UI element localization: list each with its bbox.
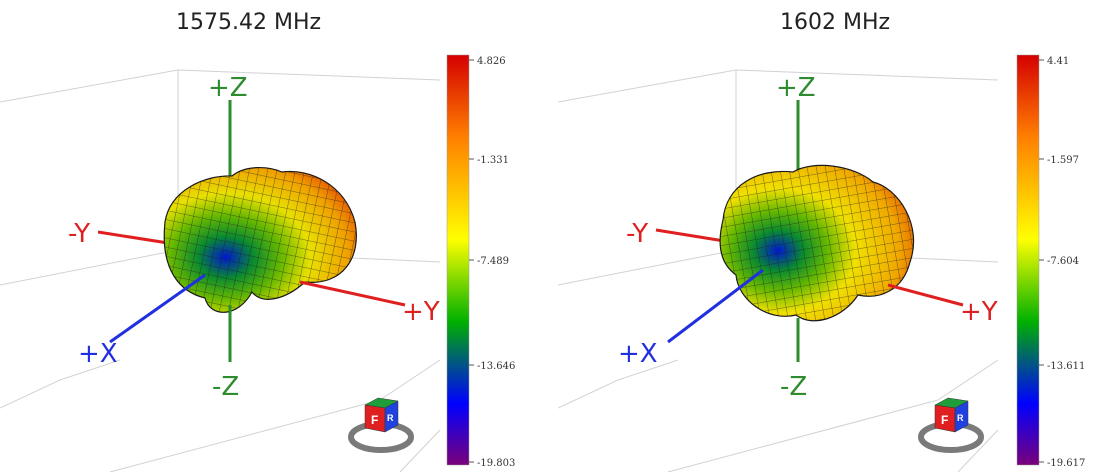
axis-label-minus-z: -Z <box>212 372 239 402</box>
x-axis-positive <box>109 273 206 344</box>
y-axis-positive <box>299 280 406 307</box>
colorbar: 4.826 -1.331 -7.489 -13.646 -19.803 <box>446 54 515 469</box>
colorbar-tick-3: -7.604 <box>1047 256 1079 267</box>
axis-label-plus-y: +Y <box>960 297 998 327</box>
radiation-lobe <box>163 167 357 313</box>
colorbar-tick-4: -13.611 <box>1047 361 1085 372</box>
cube-front-label: F <box>371 413 378 427</box>
axis-label-plus-z: +Z <box>776 73 816 103</box>
cube-side-label: R <box>387 413 394 423</box>
x-axis-positive <box>667 268 764 344</box>
cube-side-face[interactable] <box>384 400 399 433</box>
3d-plot-view[interactable]: +Z -Z -Y +Y +X F R 4.41 -1.597 -7.604 -1… <box>558 0 1115 472</box>
colorbar-gradient <box>446 54 470 466</box>
panel-title: 1575.42 MHz <box>176 10 322 35</box>
radiation-pattern-panel-1602: 1602 MHz <box>558 0 1115 472</box>
axis-label-minus-z: -Z <box>780 372 807 402</box>
orientation-cube-widget[interactable]: F R <box>348 397 414 453</box>
radiation-lobe <box>719 164 915 322</box>
colorbar-tick-2: -1.597 <box>1047 155 1079 166</box>
axis-label-minus-y: -Y <box>626 219 648 249</box>
cube-side-label: R <box>957 413 964 423</box>
panel-title: 1602 MHz <box>780 10 891 35</box>
colorbar-tick-max: 4.41 <box>1047 56 1069 67</box>
axis-label-plus-z: +Z <box>208 73 248 103</box>
colorbar-tick-4: -13.646 <box>477 361 515 372</box>
colorbar-tick-2: -1.331 <box>477 155 509 166</box>
axis-label-plus-y: +Y <box>402 297 440 327</box>
cube-front-label: F <box>941 413 948 427</box>
axis-label-plus-x: +X <box>78 339 118 369</box>
y-axis-positive <box>887 283 964 307</box>
colorbar-gradient <box>1016 54 1040 466</box>
3d-plot-view[interactable]: +Z -Z -Y +Y +X F R 4.826 -1.331 -7.489 -… <box>0 0 557 472</box>
bounding-box-lines <box>0 69 441 472</box>
colorbar-tick-min: -19.803 <box>477 458 515 469</box>
colorbar-tick-3: -7.489 <box>477 256 509 267</box>
colorbar: 4.41 -1.597 -7.604 -13.611 -19.617 <box>1016 54 1085 469</box>
colorbar-tick-max: 4.826 <box>477 56 506 67</box>
cube-side-face[interactable] <box>954 400 969 433</box>
orientation-cube-widget[interactable]: F R <box>918 397 984 453</box>
axis-label-plus-x: +X <box>618 339 658 369</box>
colorbar-tick-min: -19.617 <box>1047 458 1085 469</box>
radiation-pattern-panel-1575: 1575.42 MHz <box>0 0 557 472</box>
axis-label-minus-y: -Y <box>68 219 90 249</box>
